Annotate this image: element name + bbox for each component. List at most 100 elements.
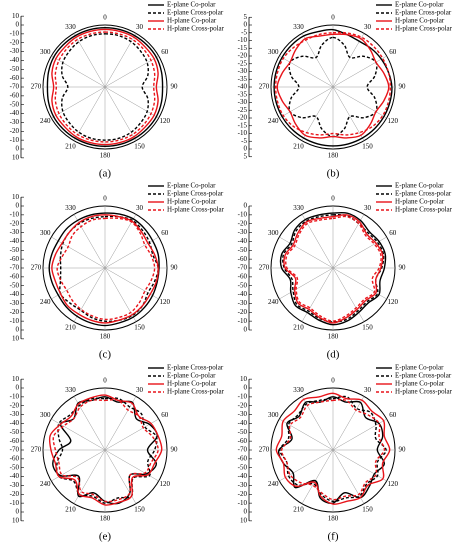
- angle-label: 30: [364, 204, 372, 212]
- radial-tick-label: -30: [10, 481, 20, 489]
- radial-tick-label: -10: [10, 210, 20, 218]
- angle-label: 60: [389, 229, 397, 237]
- radial-tick-label: 0: [244, 508, 248, 516]
- pattern-line: [59, 215, 159, 323]
- panel-label: (c): [99, 349, 112, 361]
- legend-label: E-plane Co-polar: [395, 1, 444, 9]
- spoke: [279, 418, 334, 451]
- angle-label: 150: [134, 505, 145, 513]
- angle-label: 270: [259, 264, 270, 272]
- pattern-line: [46, 26, 164, 148]
- spoke: [301, 86, 334, 141]
- radial-tick-label: -40: [10, 109, 20, 117]
- radial-tick-label: -20: [238, 490, 248, 498]
- pattern-line: [48, 394, 163, 506]
- legend-label: H-plane Co-polar: [395, 17, 445, 25]
- radial-tick-label: -15: [238, 44, 248, 52]
- pattern-line: [56, 397, 158, 504]
- radial-tick-label: -10: [10, 29, 20, 37]
- radial-tick-label: 10: [12, 193, 20, 201]
- spoke: [73, 86, 106, 141]
- spoke: [332, 86, 365, 141]
- radial-tick-label: -30: [238, 228, 248, 236]
- angle-label: 300: [268, 411, 279, 419]
- spoke: [332, 33, 365, 88]
- radial-tick-label: -30: [10, 410, 20, 418]
- radial-tick-label: -10: [238, 129, 248, 137]
- spoke: [332, 267, 387, 300]
- radial-tick-label: -15: [238, 121, 248, 129]
- angle-label: 0: [331, 195, 335, 203]
- spoke: [51, 418, 106, 451]
- angle-label: 240: [268, 117, 279, 125]
- radial-tick-label: -20: [10, 38, 20, 46]
- legend-label: H-plane Co-polar: [395, 380, 445, 388]
- angle-label: 30: [136, 204, 144, 212]
- radial-tick-label: 5: [244, 152, 248, 160]
- pattern-line: [51, 28, 159, 146]
- radial-tick-label: -20: [10, 490, 20, 498]
- angle-label: 0: [103, 195, 107, 203]
- radial-tick-label: -20: [10, 219, 20, 227]
- polar-panel: 0 30 60 90 120 150 180 210 240 270 300 330 -40-35 -35…: [238, 1, 453, 180]
- radial-tick-label: -40: [238, 290, 248, 298]
- legend-label: E-plane Co-polar: [395, 364, 444, 372]
- radial-tick-label: 5: [244, 13, 248, 21]
- legend-label: E-plane Cross-polar: [167, 190, 224, 198]
- radial-tick-label: 0: [16, 326, 20, 334]
- angle-label: 180: [328, 515, 339, 523]
- angle-label: 240: [268, 480, 279, 488]
- angle-label: 300: [40, 48, 51, 56]
- angle-label: 120: [160, 298, 171, 306]
- radial-tick-label: -70: [10, 264, 20, 272]
- pattern-line: [273, 28, 393, 147]
- radial-tick-label: -40: [10, 237, 20, 245]
- spoke: [51, 267, 106, 300]
- angle-label: 120: [388, 298, 399, 306]
- angle-label: 0: [331, 377, 335, 385]
- angle-label: 150: [134, 142, 145, 150]
- radial-tick-label: -50: [10, 100, 20, 108]
- angle-label: 330: [293, 204, 304, 212]
- angle-label: 330: [293, 23, 304, 31]
- panel-label: (b): [327, 168, 340, 180]
- angle-label: 60: [161, 229, 169, 237]
- radial-tick-label: 0: [16, 145, 20, 153]
- radial-tick-label: -40: [238, 237, 248, 245]
- radial-tick-label: -50: [10, 65, 20, 73]
- radial-tick-label: -30: [10, 47, 20, 55]
- angle-label: 300: [40, 229, 51, 237]
- angle-label: 330: [65, 386, 76, 394]
- radial-tick-label: -40: [238, 472, 248, 480]
- spoke: [51, 55, 106, 88]
- angle-label: 180: [328, 152, 339, 160]
- polar-panel: 0 30 60 90 120 150 180 210 240 270 300 330 -70-60 -60…: [10, 182, 225, 361]
- angle-label: 300: [268, 229, 279, 237]
- pattern-line: [48, 212, 160, 327]
- legend-label: H-plane Cross-polar: [167, 388, 225, 396]
- radial-tick-label: -40: [10, 56, 20, 64]
- polar-panel: 0 30 60 90 120 150 180 210 240 270 300 330 -70-60 -60…: [10, 1, 225, 180]
- spoke: [73, 33, 106, 88]
- pattern-line: [275, 392, 391, 505]
- spoke: [104, 236, 159, 269]
- radial-tick-label: -20: [238, 401, 248, 409]
- angle-label: 210: [65, 142, 76, 150]
- radial-tick-label: -30: [238, 98, 248, 106]
- angle-label: 0: [103, 14, 107, 22]
- radial-tick-label: -10: [238, 36, 248, 44]
- angle-label: 90: [399, 264, 407, 272]
- spoke: [104, 267, 137, 322]
- angle-label: 30: [136, 23, 144, 31]
- angle-label: 0: [103, 377, 107, 385]
- spoke: [332, 55, 387, 88]
- angle-label: 300: [40, 411, 51, 419]
- radial-tick-label: 0: [244, 21, 248, 29]
- radial-tick-label: 0: [16, 508, 20, 516]
- radial-tick-label: -50: [10, 428, 20, 436]
- radial-tick-label: 10: [240, 516, 248, 524]
- angle-label: 0: [331, 14, 335, 22]
- spoke: [301, 33, 334, 88]
- radial-tick-label: -50: [10, 463, 20, 471]
- radial-tick-label: -5: [241, 137, 247, 145]
